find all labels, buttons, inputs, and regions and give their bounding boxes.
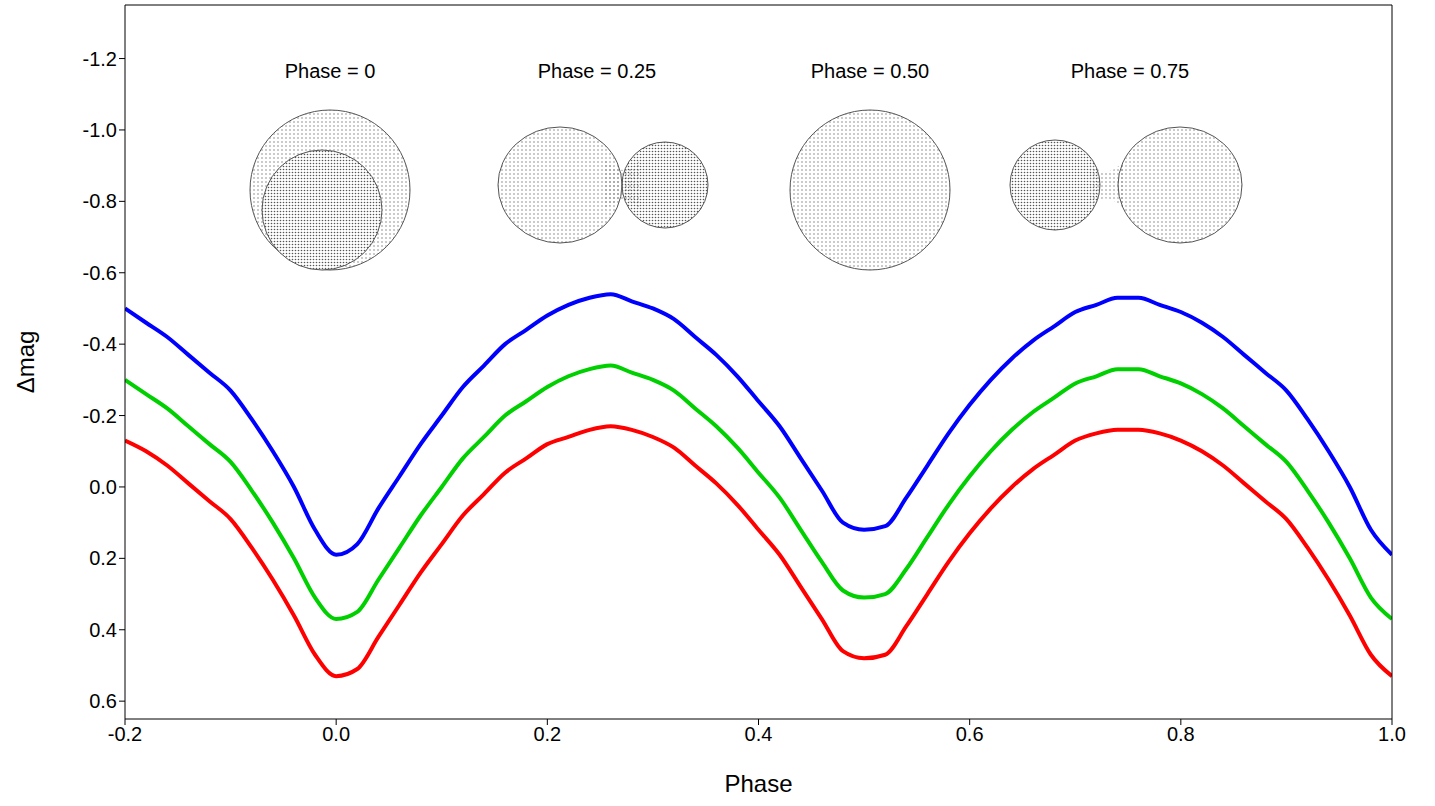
svg-text:Phase = 0.25: Phase = 0.25	[538, 60, 656, 82]
svg-text:-0.2: -0.2	[108, 723, 142, 745]
svg-text:Phase: Phase	[724, 770, 792, 797]
svg-text:Δmag: Δmag	[12, 331, 39, 394]
svg-text:Phase = 0: Phase = 0	[285, 60, 376, 82]
svg-text:0.4: 0.4	[89, 619, 117, 641]
svg-text:0.2: 0.2	[533, 723, 561, 745]
svg-text:-1.2: -1.2	[83, 48, 117, 70]
svg-text:1.0: 1.0	[1378, 723, 1406, 745]
svg-text:0.4: 0.4	[745, 723, 773, 745]
svg-text:0.6: 0.6	[89, 690, 117, 712]
svg-text:0.8: 0.8	[1167, 723, 1195, 745]
svg-text:-0.6: -0.6	[83, 262, 117, 284]
svg-text:-0.2: -0.2	[83, 405, 117, 427]
svg-text:-0.8: -0.8	[83, 190, 117, 212]
svg-text:0.6: 0.6	[956, 723, 984, 745]
svg-text:-0.4: -0.4	[83, 333, 117, 355]
svg-text:-1.0: -1.0	[83, 119, 117, 141]
svg-text:0.0: 0.0	[89, 476, 117, 498]
svg-text:0.0: 0.0	[322, 723, 350, 745]
svg-text:Phase = 0.50: Phase = 0.50	[811, 60, 929, 82]
svg-text:Phase = 0.75: Phase = 0.75	[1071, 60, 1189, 82]
svg-text:0.2: 0.2	[89, 547, 117, 569]
